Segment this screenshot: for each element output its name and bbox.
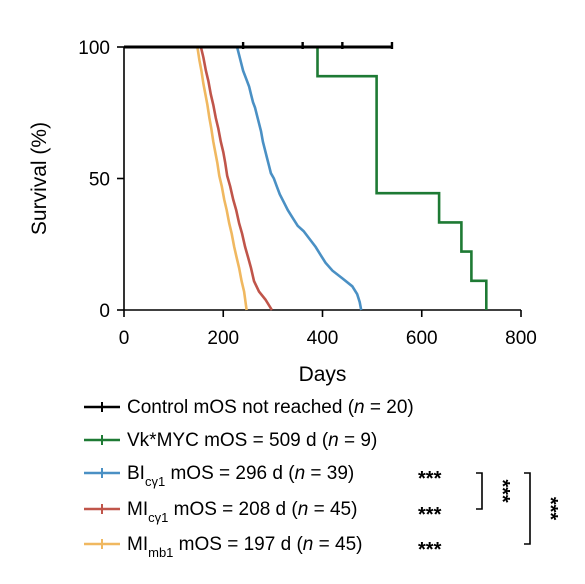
series-line-vkmyc [124,45,488,310]
x-axis-label: Days [299,363,347,386]
comparison-label: *** [491,479,513,503]
series-line-mi_mb1 [124,45,248,311]
legend-name: MI [127,534,148,555]
significance-mi_cg1: *** [418,504,442,526]
legend-n: n [295,463,306,484]
x-tick-label: 600 [406,328,438,349]
legend-mos: mOS = 197 d ( [173,534,303,555]
comparison-label: *** [539,497,561,521]
legend-item-vkmyc: Vk*MYC mOS = 509 d (n = 9) [84,430,377,451]
axes: 0 200 400 600 800 0 50 100 Days Survival (%) [28,38,537,386]
legend-n: n [298,499,309,520]
x-tick-label: 200 [207,328,239,349]
significance-bi: *** [418,468,442,490]
legend-name: MI [127,499,148,520]
legend-label-bi: BIcγ1 mOS = 296 d (n = 39) [127,463,354,489]
comparison-bracket-bi-mi_mb1: *** [524,472,561,545]
legend-item-control: Control mOS not reached (n = 20) [84,397,414,418]
y-tick-label: 100 [78,38,110,59]
legend-name: BI [127,463,145,484]
legend-n-value: = 9) [339,430,378,451]
legend-n: n [303,534,314,555]
comparison-bracket-line [476,472,483,510]
legend-n-value: = 45) [308,499,357,520]
legend-n-value: = 45) [313,534,362,555]
series-layer [124,42,488,311]
y-axis-label: Survival (%) [28,122,51,235]
significance-mi_mb1: *** [418,539,442,561]
comparison-bracket-line [524,472,531,545]
legend-mos: mOS = 296 d ( [165,463,295,484]
legend-n: n [354,397,365,418]
comparison-brackets: *** *** [476,472,561,545]
legend-label-control: Control mOS not reached (n = 20) [127,397,414,418]
legend-label-vkmyc: Vk*MYC mOS = 509 d (n = 9) [127,430,377,451]
legend-label-mi_mb1: MImb1 mOS = 197 d (n = 45) [127,534,362,560]
legend-name: Control [127,397,188,418]
legend-name: Vk*MYC [127,430,199,451]
x-tick-label: 400 [307,328,339,349]
legend-subscript: cγ1 [148,510,168,525]
legend-n-value: = 39) [305,463,354,484]
legend-item-bi: BIcγ1 mOS = 296 d (n = 39) *** [84,463,442,490]
legend-subscript: cγ1 [145,474,165,489]
legend-subscript: mb1 [148,545,173,560]
legend-n: n [328,430,339,451]
y-tick-label: 0 [99,301,110,322]
y-tick-label: 50 [89,170,110,191]
legend-mos: mOS not reached ( [188,397,354,418]
legend-n-value: = 20) [365,397,414,418]
legend-mos: mOS = 509 d ( [199,430,329,451]
series-line-bi [124,45,363,311]
series-line-mi_cg1 [124,45,274,311]
legend-label-mi_cg1: MIcγ1 mOS = 208 d (n = 45) [127,499,357,525]
legend-item-mi_mb1: MImb1 mOS = 197 d (n = 45) *** [84,534,442,561]
comparison-bracket-bi-mi_cg1: *** [476,472,513,510]
legend-item-mi_cg1: MIcγ1 mOS = 208 d (n = 45) *** [84,499,442,526]
x-tick-label: 800 [505,328,537,349]
legend-mos: mOS = 208 d ( [168,499,298,520]
legend: Control mOS not reached (n = 20)Vk*MYC m… [84,397,442,561]
x-tick-label: 0 [119,328,130,349]
